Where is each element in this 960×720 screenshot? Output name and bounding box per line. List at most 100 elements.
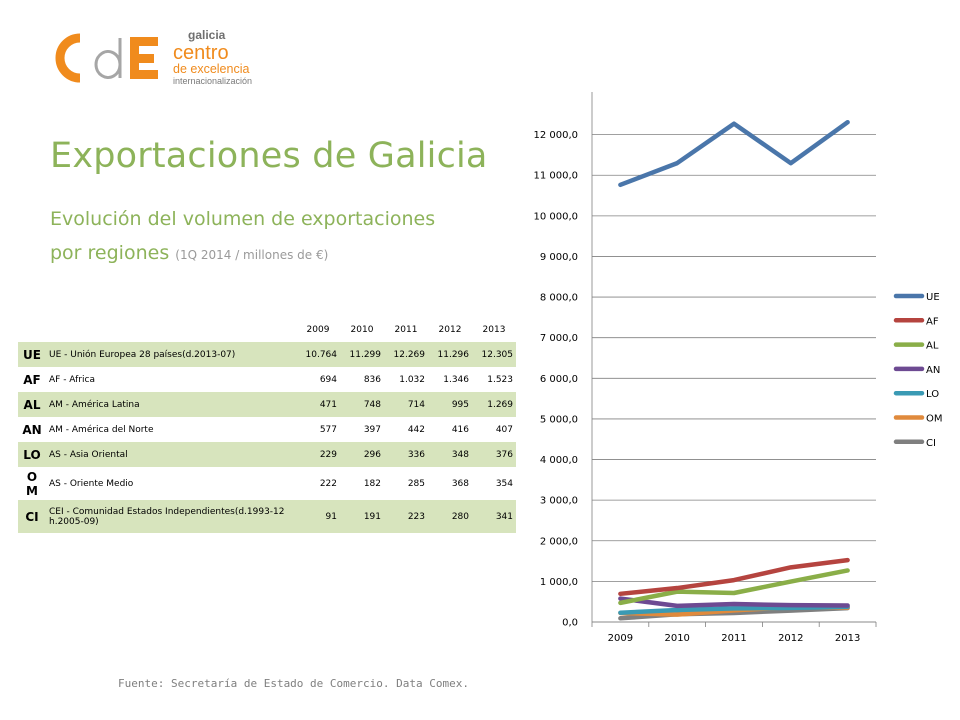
x-tick-label: 2011 (721, 633, 746, 644)
table-row: CI CEI - Comunidad Estados Independiente… (18, 500, 516, 533)
cell-value: 354 (495, 478, 513, 489)
region-code: AL (23, 397, 41, 412)
cell-value: 694 (319, 374, 337, 385)
y-tick-label: 1 000,0 (540, 577, 578, 588)
y-tick-label: 11 000,0 (533, 171, 578, 182)
cde-logo: galicia centro de excelencia internacion… (50, 26, 270, 92)
region-code-line: M (26, 483, 38, 498)
exports-table: 2009 2010 2011 2012 2013 UE UE - Unión E… (18, 318, 516, 533)
y-tick-label: 10 000,0 (533, 211, 578, 222)
region-name: AS - Oriente Medio (49, 478, 134, 489)
region-code: AN (22, 422, 42, 437)
y-tick-label: 5 000,0 (540, 414, 578, 425)
svg-text:centro: centro (173, 42, 229, 64)
region-code: AF (23, 372, 41, 387)
table-header-row: 2009 2010 2011 2012 2013 (18, 318, 516, 342)
cell-value: 416 (451, 424, 469, 435)
cell-value: 285 (407, 478, 425, 489)
x-tick-label: 2009 (608, 633, 633, 644)
legend-label-ci: CI (926, 438, 936, 449)
page-title: Exportaciones de Galicia (50, 136, 488, 176)
region-code: CI (25, 509, 39, 524)
subtitle-line-2: por regiones (1Q 2014 / millones de €) (50, 236, 435, 272)
region-name: AM - América del Norte (49, 424, 154, 435)
cell-value: 11.296 (437, 349, 470, 360)
legend-label-lo: LO (926, 389, 939, 400)
header-code (18, 318, 46, 342)
cell-value: 471 (319, 399, 337, 410)
subtitle-line-2-text: por regiones (50, 242, 170, 264)
header-year: 2012 (438, 325, 462, 335)
cell-value: 341 (495, 511, 513, 522)
series-line-al (618, 568, 850, 606)
header-year: 2013 (482, 325, 506, 335)
cell-value: 1.269 (487, 399, 513, 410)
cell-value: 442 (407, 424, 425, 435)
table-row: AF AF - Africa 694 836 1.032 1.346 1.523 (18, 367, 516, 392)
y-tick-label: 2 000,0 (540, 536, 578, 547)
y-tick-label: 4 000,0 (540, 455, 578, 466)
svg-text:internacionalización: internacionalización (173, 76, 252, 86)
cell-value: 12.269 (393, 349, 426, 360)
exports-line-chart: 0,0 1 000,0 2 000,0 3 000,0 4 000,0 5 000,0 6 … (520, 82, 960, 662)
cell-value: 296 (363, 449, 381, 460)
legend-label-om: OM (926, 414, 943, 425)
cell-value: 348 (451, 449, 469, 460)
subtitle-line-1: Evolución del volumen de exportaciones (50, 208, 436, 230)
cell-value: 191 (363, 511, 381, 522)
header-year: 2011 (394, 325, 418, 335)
region-code: UE (23, 347, 41, 362)
svg-text:de excelencia: de excelencia (173, 62, 249, 76)
legend-label-ue: UE (926, 292, 940, 303)
region-name: AF - Africa (49, 374, 95, 385)
cell-value: 229 (319, 449, 337, 460)
cell-value: 336 (407, 449, 425, 460)
table-row: AN AM - América del Norte 577 397 442 41… (18, 417, 516, 442)
legend-label-al: AL (926, 341, 939, 352)
region-code: LO (23, 447, 41, 462)
header-year: 2009 (306, 325, 330, 335)
series-line-an (618, 596, 850, 609)
cell-value: 397 (363, 424, 381, 435)
legend-label-af: AF (926, 316, 939, 327)
cell-value: 10.764 (305, 349, 338, 360)
table-row: LO AS - Asia Oriental 229 296 336 348 37… (18, 442, 516, 467)
cell-value: 368 (451, 478, 469, 489)
x-tick-label: 2013 (835, 633, 860, 644)
cell-value: 376 (495, 449, 513, 460)
cell-value: 836 (363, 374, 381, 385)
legend-label-an: AN (926, 365, 940, 376)
table-row: UE UE - Unión Europea 28 países(d.2013-0… (18, 342, 516, 367)
y-tick-label: 9 000,0 (540, 252, 578, 263)
y-tick-label: 7 000,0 (540, 333, 578, 344)
region-name: CEI - Comunidad Estados Independientes(d… (49, 506, 285, 527)
region-name: AM - América Latina (49, 399, 140, 410)
y-tick-label: 6 000,0 (540, 374, 578, 385)
cell-value: 995 (451, 399, 469, 410)
cell-value: 1.523 (487, 374, 513, 385)
x-tick-label: 2010 (664, 633, 689, 644)
table-row: AL AM - América Latina 471 748 714 995 1… (18, 392, 516, 417)
header-year: 2010 (350, 325, 374, 335)
region-code-line: O (26, 469, 38, 484)
region-name: AS - Asia Oriental (49, 449, 128, 460)
cell-value: 748 (363, 399, 381, 410)
cell-value: 1.346 (443, 374, 469, 385)
region-name: UE - Unión Europea 28 países(d.2013-07) (49, 349, 236, 360)
logo-c-shape (55, 33, 81, 83)
cell-value: 12.305 (481, 349, 514, 360)
svg-text:galicia: galicia (188, 28, 226, 42)
subtitle-note: (1Q 2014 / millones de €) (175, 248, 329, 262)
page-subtitle: Evolución del volumen de exportaciones p… (50, 202, 435, 272)
chart-svg: 0,0 1 000,0 2 000,0 3 000,0 4 000,0 5 000,0 6 … (533, 92, 943, 644)
y-tick-label: 12 000,0 (533, 130, 578, 141)
cell-value: 223 (407, 511, 425, 522)
cell-value: 577 (319, 424, 337, 435)
header-name (46, 318, 296, 342)
y-tick-label: 3 000,0 (540, 496, 578, 507)
cell-value: 714 (407, 399, 425, 410)
y-tick-label: 0,0 (562, 618, 578, 629)
cell-value: 182 (363, 478, 381, 489)
